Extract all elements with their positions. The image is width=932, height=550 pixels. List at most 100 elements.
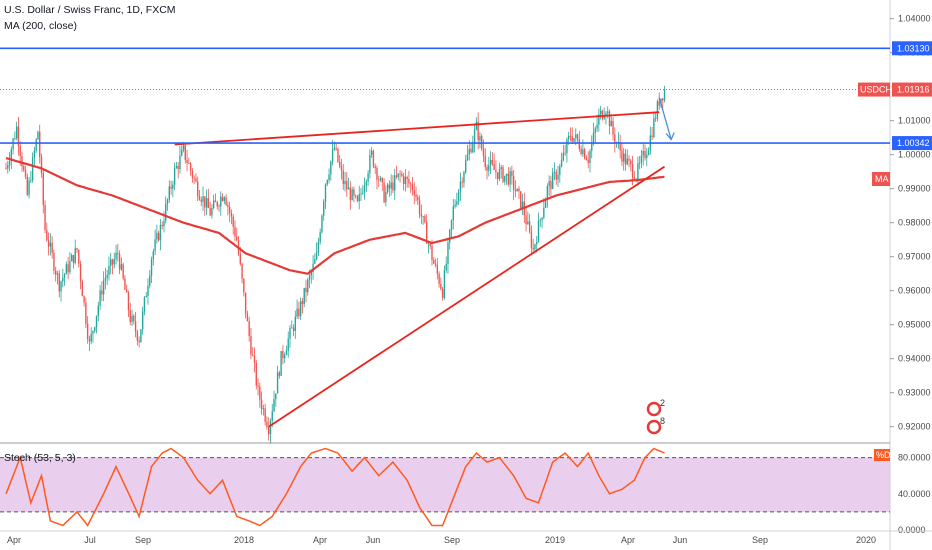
- candle-body: [505, 173, 508, 176]
- candle-body: [31, 157, 34, 181]
- candle-body: [644, 150, 646, 158]
- time-axis[interactable]: Apr Jul Sep 2018 Apr Jun Sep 2019 Apr Jun Sep 2020: [0, 530, 932, 545]
- candle-body: [161, 224, 163, 227]
- flag-icon[interactable]: [646, 419, 662, 435]
- candle-body: [131, 315, 133, 322]
- symbol-tag-bg: [858, 82, 890, 97]
- candle-body: [21, 155, 23, 167]
- candle-body: [408, 178, 410, 184]
- candle-body: [360, 193, 362, 195]
- candle-body: [601, 110, 604, 119]
- candle-body: [278, 372, 281, 376]
- candle-body: [363, 185, 366, 193]
- candle-body: [530, 231, 533, 248]
- candle-body: [553, 171, 556, 173]
- time-label: 2019: [545, 535, 565, 545]
- candle-body: [145, 295, 147, 298]
- candle-body: [395, 175, 398, 177]
- time-label: Apr: [621, 535, 635, 545]
- candle-body: [282, 351, 284, 359]
- candle-body: [260, 399, 263, 410]
- level-tag-upper-text: 1.03130: [897, 43, 930, 53]
- candle-body: [248, 321, 250, 337]
- candle-body: [152, 251, 155, 260]
- candle-body: [390, 182, 392, 189]
- time-label: Apr: [7, 535, 21, 545]
- ma-tag: MA: [872, 172, 890, 186]
- stoch-tick-label: 80.0000: [898, 453, 931, 463]
- candle-body: [356, 196, 359, 202]
- candle-body: [157, 232, 160, 241]
- candle-body: [479, 136, 481, 141]
- candle-body: [354, 195, 357, 197]
- stoch-legend[interactable]: Stoch (53, 5, 3): [4, 452, 76, 464]
- candle-body: [223, 197, 226, 201]
- candle-body: [211, 207, 213, 216]
- candle-body: [236, 236, 238, 241]
- candle-body: [445, 263, 447, 271]
- candle-body: [534, 244, 536, 250]
- candle-body: [294, 316, 297, 332]
- candle-body: [466, 154, 469, 161]
- candle-body: [5, 168, 7, 170]
- event-badge-1[interactable]: 2: [646, 398, 665, 417]
- candle-body: [433, 259, 435, 264]
- candle-body: [640, 155, 643, 163]
- candle-body: [81, 281, 84, 297]
- event-badge-2[interactable]: 8: [646, 416, 665, 435]
- candle-body: [493, 163, 495, 170]
- candle-body: [358, 194, 360, 202]
- candle-body: [253, 355, 256, 363]
- candle-body: [427, 243, 430, 245]
- candle-body: [138, 340, 140, 343]
- candle-body: [654, 118, 657, 120]
- candle-body: [507, 173, 510, 185]
- candle-body: [310, 272, 312, 276]
- candle-body: [195, 178, 197, 182]
- candle-body: [101, 290, 103, 295]
- candle-body: [209, 208, 211, 216]
- candle-body: [67, 264, 69, 273]
- price-tick-label: 0.96000: [898, 286, 931, 296]
- candle-body: [536, 242, 538, 245]
- event-badges[interactable]: 2 8: [646, 398, 665, 435]
- stoch-tag-text: %D: [876, 450, 891, 460]
- candle-body: [181, 149, 183, 156]
- candle-body: [410, 183, 412, 185]
- candle-body: [259, 386, 261, 400]
- candle-body: [447, 242, 449, 264]
- candle-body: [110, 259, 112, 266]
- candle-body: [14, 138, 16, 140]
- candle-body: [369, 154, 371, 174]
- candle-body: [457, 190, 460, 202]
- candle-body: [422, 216, 424, 217]
- candle-body: [388, 184, 391, 189]
- ma-legend[interactable]: MA (200, close): [4, 20, 77, 32]
- candle-body: [216, 202, 218, 207]
- candle-body: [543, 207, 545, 218]
- candle-body: [228, 207, 231, 214]
- flag-icon[interactable]: [646, 401, 662, 417]
- candle-body: [271, 411, 273, 421]
- candle-body: [287, 338, 289, 351]
- candle-body: [461, 181, 463, 183]
- candle-body: [488, 165, 490, 171]
- symbol-price-tag: USDCHF 1.01916: [858, 82, 932, 97]
- price-tick-label: 0.95000: [898, 320, 931, 330]
- chart-title[interactable]: U.S. Dollar / Swiss Franc, 1D, FXCM: [4, 4, 176, 16]
- candle-body: [86, 323, 89, 340]
- candle-body: [362, 192, 364, 194]
- candle-body: [367, 173, 369, 182]
- candle-body: [330, 161, 332, 175]
- candle-body: [44, 204, 46, 231]
- candle-body: [8, 161, 11, 166]
- trendlines: [174, 111, 666, 428]
- time-label: Sep: [135, 535, 151, 545]
- candle-body: [658, 101, 660, 106]
- candle-body: [539, 219, 541, 221]
- candle-body: [30, 180, 32, 182]
- candle-body: [328, 174, 330, 181]
- candle-body: [512, 176, 515, 191]
- candle-body: [312, 263, 314, 273]
